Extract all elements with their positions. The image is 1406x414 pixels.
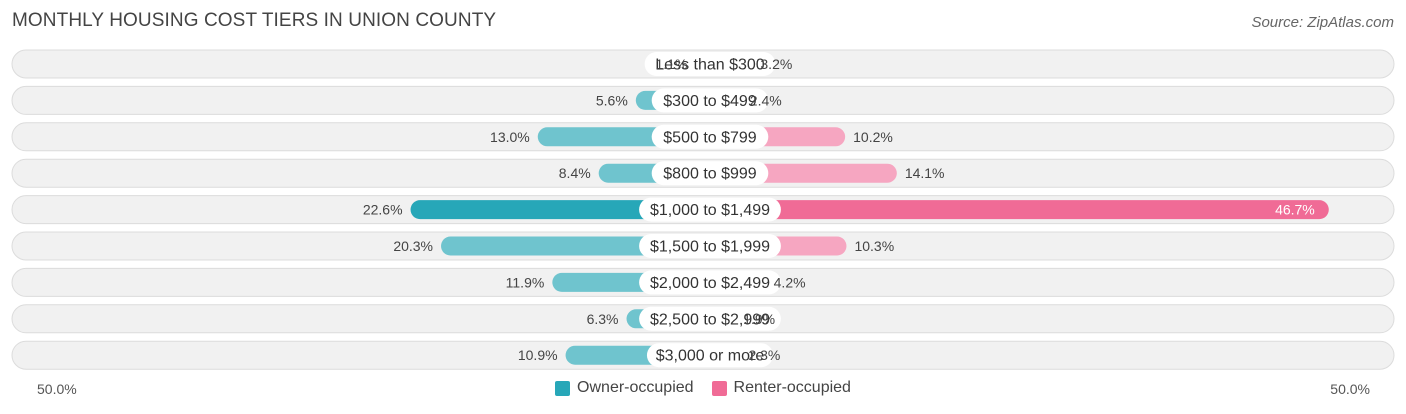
category-pill: [639, 306, 781, 331]
owner-value-label: 5.6%: [596, 92, 628, 108]
owner-value-label: 20.3%: [393, 238, 433, 254]
renter-value-label: 2.4%: [750, 92, 782, 108]
renter-value-label: 14.1%: [905, 165, 945, 181]
owner-value-label: 8.4%: [559, 165, 591, 181]
category-pill: [646, 343, 774, 368]
category-pill: [644, 52, 776, 76]
renter-value-label: 3.2%: [760, 56, 792, 72]
category-pill: [639, 234, 781, 258]
category-label: $300 to $499: [663, 93, 757, 110]
renter-value-label: 46.7%: [1275, 202, 1315, 218]
legend: Owner-occupied Renter-occupied: [0, 379, 1406, 397]
renter-value-label: 2.3%: [748, 347, 780, 363]
category-pill: [651, 88, 769, 113]
axis-right-label: 50.0%: [1330, 381, 1370, 397]
owner-value-label: 10.9%: [518, 347, 558, 363]
legend-swatch-owner: [555, 380, 571, 396]
category-label: $3,000 or more: [656, 348, 765, 365]
category-pill: [651, 161, 769, 186]
renter-value-label: 4.2%: [774, 274, 806, 290]
axis-left-label: 50.0%: [37, 381, 77, 397]
legend-item-renter: Renter-occupied: [711, 379, 851, 397]
chart-source: Source: ZipAtlas.com: [1251, 14, 1394, 31]
renter-bar: [710, 200, 1329, 220]
legend-item-owner: Owner-occupied: [555, 379, 694, 397]
owner-value-label: 1.1%: [656, 56, 688, 72]
owner-value-label: 22.6%: [363, 202, 403, 218]
legend-swatch-renter: [711, 380, 727, 396]
category-label: $800 to $999: [663, 166, 757, 183]
renter-value-label: 10.3%: [854, 238, 894, 254]
category-pill: [639, 197, 781, 222]
category-label: $1,000 to $1,499: [650, 202, 770, 219]
legend-label-owner: Owner-occupied: [577, 379, 694, 396]
legend-label-renter: Renter-occupied: [733, 379, 851, 396]
category-label: $1,500 to $1,999: [650, 239, 770, 256]
category-pill: [651, 124, 769, 149]
renter-value-label: 10.2%: [853, 129, 893, 145]
owner-value-label: 13.0%: [490, 129, 530, 145]
category-label: $2,500 to $2,999: [650, 311, 770, 328]
category-label: $500 to $799: [663, 129, 757, 146]
owner-bar: [410, 200, 710, 220]
owner-value-label: 6.3%: [587, 311, 619, 327]
chart-title: MONTHLY HOUSING COST TIERS IN UNION COUN…: [12, 10, 497, 31]
category-label: $2,000 to $2,499: [650, 275, 770, 292]
renter-value-label: 1.9%: [743, 311, 775, 327]
category-label: Less than $300: [655, 57, 765, 74]
category-pill: [639, 270, 781, 295]
owner-value-label: 11.9%: [506, 274, 545, 290]
